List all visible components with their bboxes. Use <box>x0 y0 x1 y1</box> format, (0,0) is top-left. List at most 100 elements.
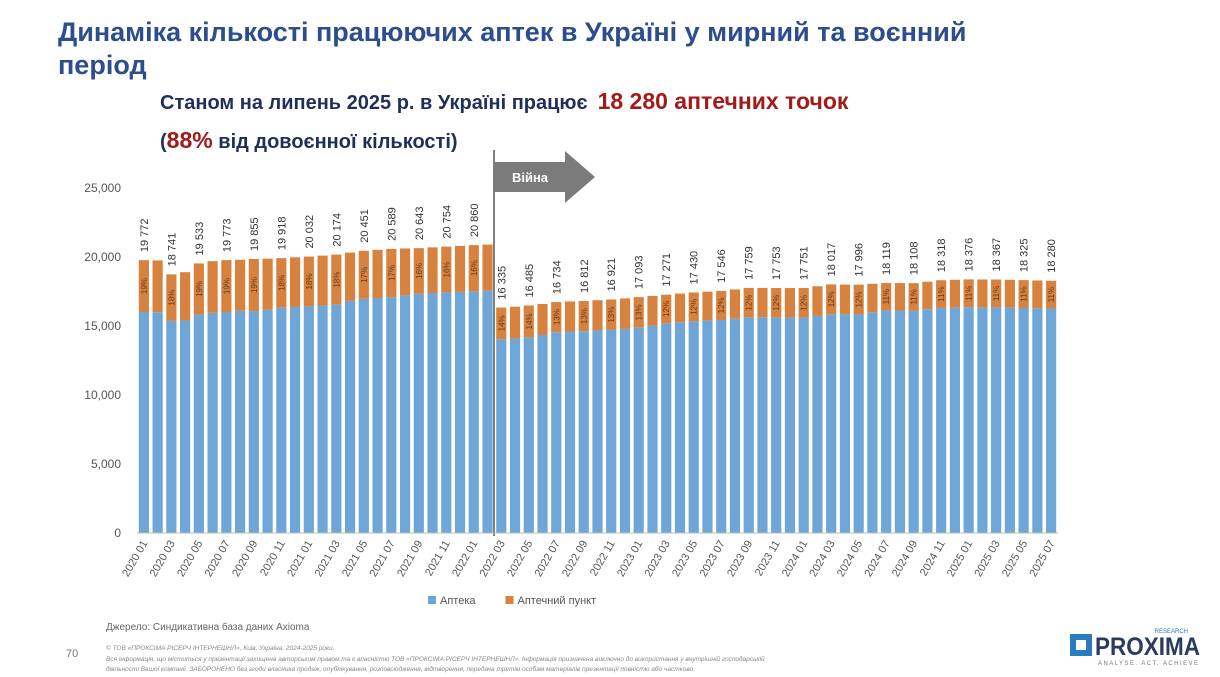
bar-segment <box>606 299 617 330</box>
y-tick-label: 0 <box>114 526 121 540</box>
chart: Війна 0 5,000 10,000 15,000 20,000 25,000 19% 1… <box>84 150 1058 607</box>
bar-segment <box>413 293 424 533</box>
bar-segment <box>798 317 809 533</box>
share-label: 17% <box>387 265 396 281</box>
bar-segment <box>386 297 397 533</box>
share-label: 13% <box>580 308 589 324</box>
total-label: 17 093 <box>634 255 646 289</box>
bar-segment <box>207 312 218 533</box>
total-label: 17 430 <box>689 251 701 285</box>
bar-segment <box>1018 307 1029 533</box>
bar-segment <box>496 339 507 533</box>
bar-segment <box>358 250 369 299</box>
total-label: 17 271 <box>661 253 673 287</box>
bar-segment <box>867 312 878 533</box>
bar-segment <box>152 312 163 533</box>
bar-segment <box>592 300 603 331</box>
share-label: 14% <box>525 313 534 329</box>
disclaimer: Вся інформація, що міститься у презентац… <box>106 656 765 663</box>
bar-segment <box>702 320 713 533</box>
war-arrow <box>494 151 595 203</box>
subtitle-lead: Станом на липень 2025 р. в Україні працю… <box>160 92 588 114</box>
bar-segment <box>743 317 754 533</box>
bar-segment <box>881 282 892 311</box>
bar-segment <box>922 309 933 533</box>
bar-segment <box>963 279 974 308</box>
share-label: 13% <box>552 309 561 325</box>
bar-segment <box>509 338 521 533</box>
logo-name: PROXIMA <box>1095 633 1200 661</box>
bar-segment <box>221 260 232 313</box>
total-label: 19 855 <box>249 217 261 251</box>
x-tick-label: 2024 05 <box>835 539 865 579</box>
share-label: 19% <box>195 281 204 297</box>
total-label: 18 119 <box>881 242 893 275</box>
bar-segment <box>166 320 177 533</box>
total-label: 20 589 <box>386 207 398 241</box>
share-label: 11% <box>965 286 974 301</box>
subtitle: Станом на липень 2025 р. в Україні працю… <box>160 88 848 115</box>
bar-segment <box>702 291 713 321</box>
y-tick-label: 5,000 <box>91 457 121 471</box>
total-label: 18 325 <box>1019 238 1031 272</box>
bar-segment <box>1046 280 1057 309</box>
bar-segment <box>248 259 259 312</box>
share-label: 17% <box>360 267 369 283</box>
bar-segment <box>303 306 314 533</box>
bar-segment <box>757 287 768 318</box>
bar-segment <box>757 317 768 533</box>
bar-segment <box>564 301 576 332</box>
source: Джерело: Синдикативна база даних Axioma <box>106 622 310 633</box>
share-label: 19% <box>140 278 149 294</box>
bar-segment <box>537 303 548 335</box>
x-tick-label: 2020 03 <box>148 539 178 579</box>
note-rest: від довоєнної кількості) <box>212 131 458 153</box>
bar-segment <box>564 331 576 533</box>
legend-swatch <box>505 596 514 604</box>
bar-segment <box>867 283 878 313</box>
bar-segment <box>207 261 218 313</box>
bar-segment <box>482 244 493 291</box>
total-label: 17 546 <box>716 249 728 283</box>
x-tick-label: 2022 03 <box>478 539 508 579</box>
bar-segment <box>221 312 232 533</box>
x-tick-label: 2020 07 <box>203 539 233 579</box>
total-label: 20 451 <box>359 209 371 243</box>
bar-segment <box>716 319 727 533</box>
note-highlight: 88% <box>166 127 213 153</box>
total-label: 16 921 <box>606 258 618 292</box>
y-tick-label: 15,000 <box>84 319 121 333</box>
total-label: 20 754 <box>441 205 453 239</box>
x-tick-label: 2020 05 <box>175 539 205 579</box>
legend-label: Аптека <box>440 595 476 607</box>
logo-tagline: ANALYSE. ACT. ACHIEVE <box>1098 661 1198 667</box>
bar-segment <box>468 245 479 292</box>
logo-top: RESEARCH <box>1155 629 1188 635</box>
x-tick-label: 2022 11 <box>588 539 618 579</box>
total-label: 17 759 <box>744 246 756 280</box>
bar-segment <box>193 263 204 315</box>
bar-segment <box>826 314 837 533</box>
total-label: 19 772 <box>139 218 151 252</box>
share-label: 12% <box>855 292 864 308</box>
x-tick-label: 2024 07 <box>862 539 892 579</box>
bar-segment <box>949 307 960 533</box>
bar-segment <box>661 323 672 533</box>
bar-segment <box>908 283 919 311</box>
bar-segment <box>991 279 1002 308</box>
x-tick-label: 2022 01 <box>450 539 480 579</box>
bar-segment <box>262 258 273 310</box>
legend-swatch <box>428 596 436 604</box>
share-label: 12% <box>690 299 699 315</box>
total-label: 18 741 <box>166 233 178 267</box>
bar-segment <box>1046 308 1057 533</box>
bar-segment <box>248 311 259 533</box>
bar-segment <box>771 288 782 318</box>
bar-segment <box>578 331 589 533</box>
bar-segment <box>812 286 823 316</box>
bar-segment <box>963 307 974 533</box>
x-tick-label: 2023 05 <box>670 539 700 579</box>
share-label: 19% <box>250 277 259 293</box>
total-label: 17 751 <box>799 246 811 280</box>
